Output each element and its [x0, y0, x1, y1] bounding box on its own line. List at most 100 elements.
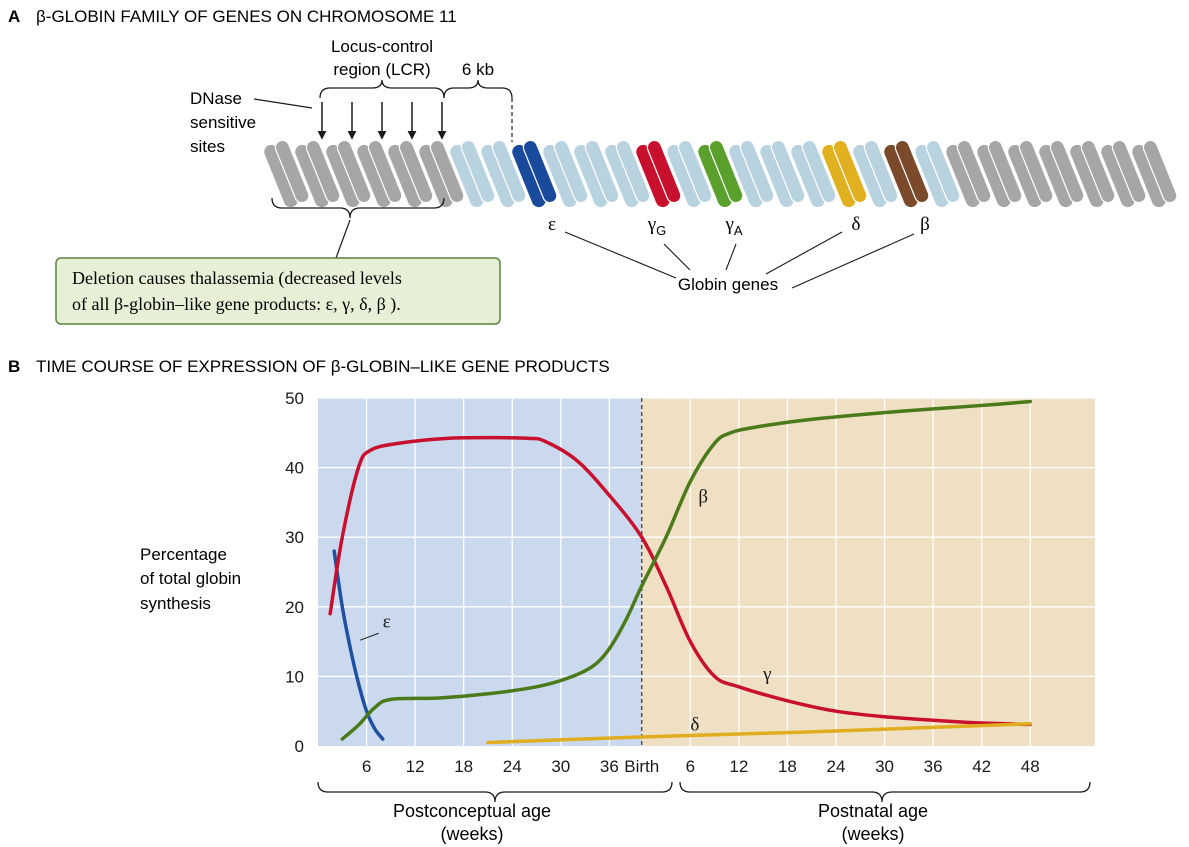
downstream-strand-right — [1018, 139, 1054, 204]
lcr-strand-left — [264, 144, 298, 208]
downstream-strand — [1039, 139, 1085, 208]
lcr-deletion-bracket — [271, 197, 445, 219]
spacer-strand-right — [491, 139, 527, 204]
downstream-strand-left — [1101, 144, 1135, 208]
gene-label-beta: β — [920, 214, 930, 235]
prenatal-region — [318, 398, 642, 746]
spacer-strand-left — [853, 144, 887, 208]
spacer-strand-right — [925, 139, 961, 204]
y-tick-label: 20 — [285, 598, 304, 617]
gene-label-epsilon: ε — [548, 214, 556, 235]
downstream-strand-right — [1111, 139, 1147, 204]
lcr-label-line1: Locus-control — [331, 37, 433, 56]
downstream-strand-right — [1049, 139, 1085, 204]
series-label-gamma: γ — [762, 664, 771, 685]
spacer-strand — [791, 139, 837, 208]
spacer-strand-left — [450, 144, 484, 208]
series-line-beta — [340, 399, 1032, 741]
gene-strand-gamma-a — [698, 139, 744, 208]
series-line-gamma — [328, 435, 1032, 727]
downstream-strand-right — [987, 139, 1023, 204]
gene-strand-delta-left — [822, 144, 856, 208]
spacer-strand-left — [481, 144, 515, 208]
spacer-strand-right — [770, 139, 806, 204]
panel-b-letter: B — [8, 357, 20, 376]
gene-strand-beta-left — [884, 144, 918, 208]
x-tick-label: 12 — [729, 757, 748, 776]
prenatal-bracket — [317, 781, 673, 803]
downstream-strand — [1070, 139, 1116, 208]
gridlines — [318, 397, 1095, 746]
lcr-strand-left — [295, 144, 329, 208]
thalassemia-callout-box — [55, 257, 501, 325]
spacer-strand — [481, 139, 527, 208]
y-tick-label: 0 — [295, 737, 304, 756]
spacer-strand-right — [584, 139, 620, 204]
panel-a-title: β-GLOBIN FAMILY OF GENES ON CHROMOSOME 1… — [36, 7, 457, 26]
lcr-strand-left — [388, 144, 422, 208]
downstream-strand — [946, 139, 992, 208]
leader-epsilon — [564, 231, 677, 279]
downstream-strand — [977, 139, 1023, 208]
gene-label-gamma-g: γG — [647, 214, 667, 238]
y-tick-label: 40 — [285, 459, 304, 478]
gene-strand-beta-right — [894, 139, 930, 204]
downstream-strand-right — [956, 139, 992, 204]
epsilon-label-leader — [359, 632, 379, 641]
spacer-strand-left — [791, 144, 825, 208]
gene-strand-delta-right — [832, 139, 868, 204]
dnase-label-line3: sites — [190, 137, 225, 156]
gene-strand-epsilon-left — [512, 144, 546, 208]
x-tick-label: 48 — [1021, 757, 1040, 776]
gene-strand-gamma-g-left — [636, 144, 670, 208]
x-tick-label: 24 — [827, 757, 846, 776]
spacer-strand-right — [677, 139, 713, 204]
chromosome-helix — [264, 139, 1178, 208]
series-label-beta: β — [698, 486, 708, 507]
lcr-label-line2: region (LCR) — [333, 60, 430, 79]
lcr-strand-right — [367, 139, 403, 204]
dnase-arrows — [317, 102, 447, 140]
downstream-strand-left — [1070, 144, 1104, 208]
x-tick-label: 24 — [503, 757, 522, 776]
callout-line1: Deletion causes thalassemia (decreased l… — [72, 268, 402, 289]
lcr-strand-right — [429, 139, 465, 204]
lcr-strand-right — [398, 139, 434, 204]
distance-bracket — [443, 79, 513, 99]
downstream-strand-left — [1008, 144, 1042, 208]
downstream-strand-left — [946, 144, 980, 208]
x-tick-label: 18 — [454, 757, 473, 776]
lcr-strand — [295, 139, 341, 208]
gene-strand-beta — [884, 139, 930, 208]
spacer-strand — [543, 139, 589, 208]
spacer-strand-left — [915, 144, 949, 208]
downstream-strand — [1132, 139, 1178, 208]
spacer-strand-right — [460, 139, 496, 204]
spacer-strand-left — [667, 144, 701, 208]
gene-label-delta: δ — [852, 214, 861, 235]
spacer-strand-right — [553, 139, 589, 204]
y-tick-label: 30 — [285, 528, 304, 547]
spacer-strand — [667, 139, 713, 208]
lcr-strand — [264, 139, 310, 208]
gene-strand-epsilon — [512, 139, 558, 208]
gene-strand-gamma-g-right — [646, 139, 682, 204]
lcr-strand — [357, 139, 403, 208]
x-tick-label: 12 — [406, 757, 425, 776]
prenatal-age-label-line1: Postconceptual age — [393, 801, 551, 821]
x-tick-label: 18 — [778, 757, 797, 776]
downstream-strand-left — [1132, 144, 1166, 208]
series-label-delta: δ — [690, 715, 699, 736]
lcr-strand-right — [336, 139, 372, 204]
spacer-strand-right — [615, 139, 651, 204]
postnatal-age-label-line2: (weeks) — [841, 824, 904, 844]
y-tick-label: 10 — [285, 667, 304, 686]
downstream-strand-right — [1080, 139, 1116, 204]
downstream-strand-left — [1039, 144, 1073, 208]
distance-label: 6 kb — [462, 60, 494, 79]
dnase-pointer-line — [253, 98, 313, 109]
plot-area: 6 12 18 24 30 36 Birth 6 12 18 24 30 36 42 48 0 10 20 30 40… — [285, 389, 1095, 776]
gene-strand-epsilon-right — [522, 139, 558, 204]
spacer-strand — [729, 139, 775, 208]
lcr-strand-left — [419, 144, 453, 208]
